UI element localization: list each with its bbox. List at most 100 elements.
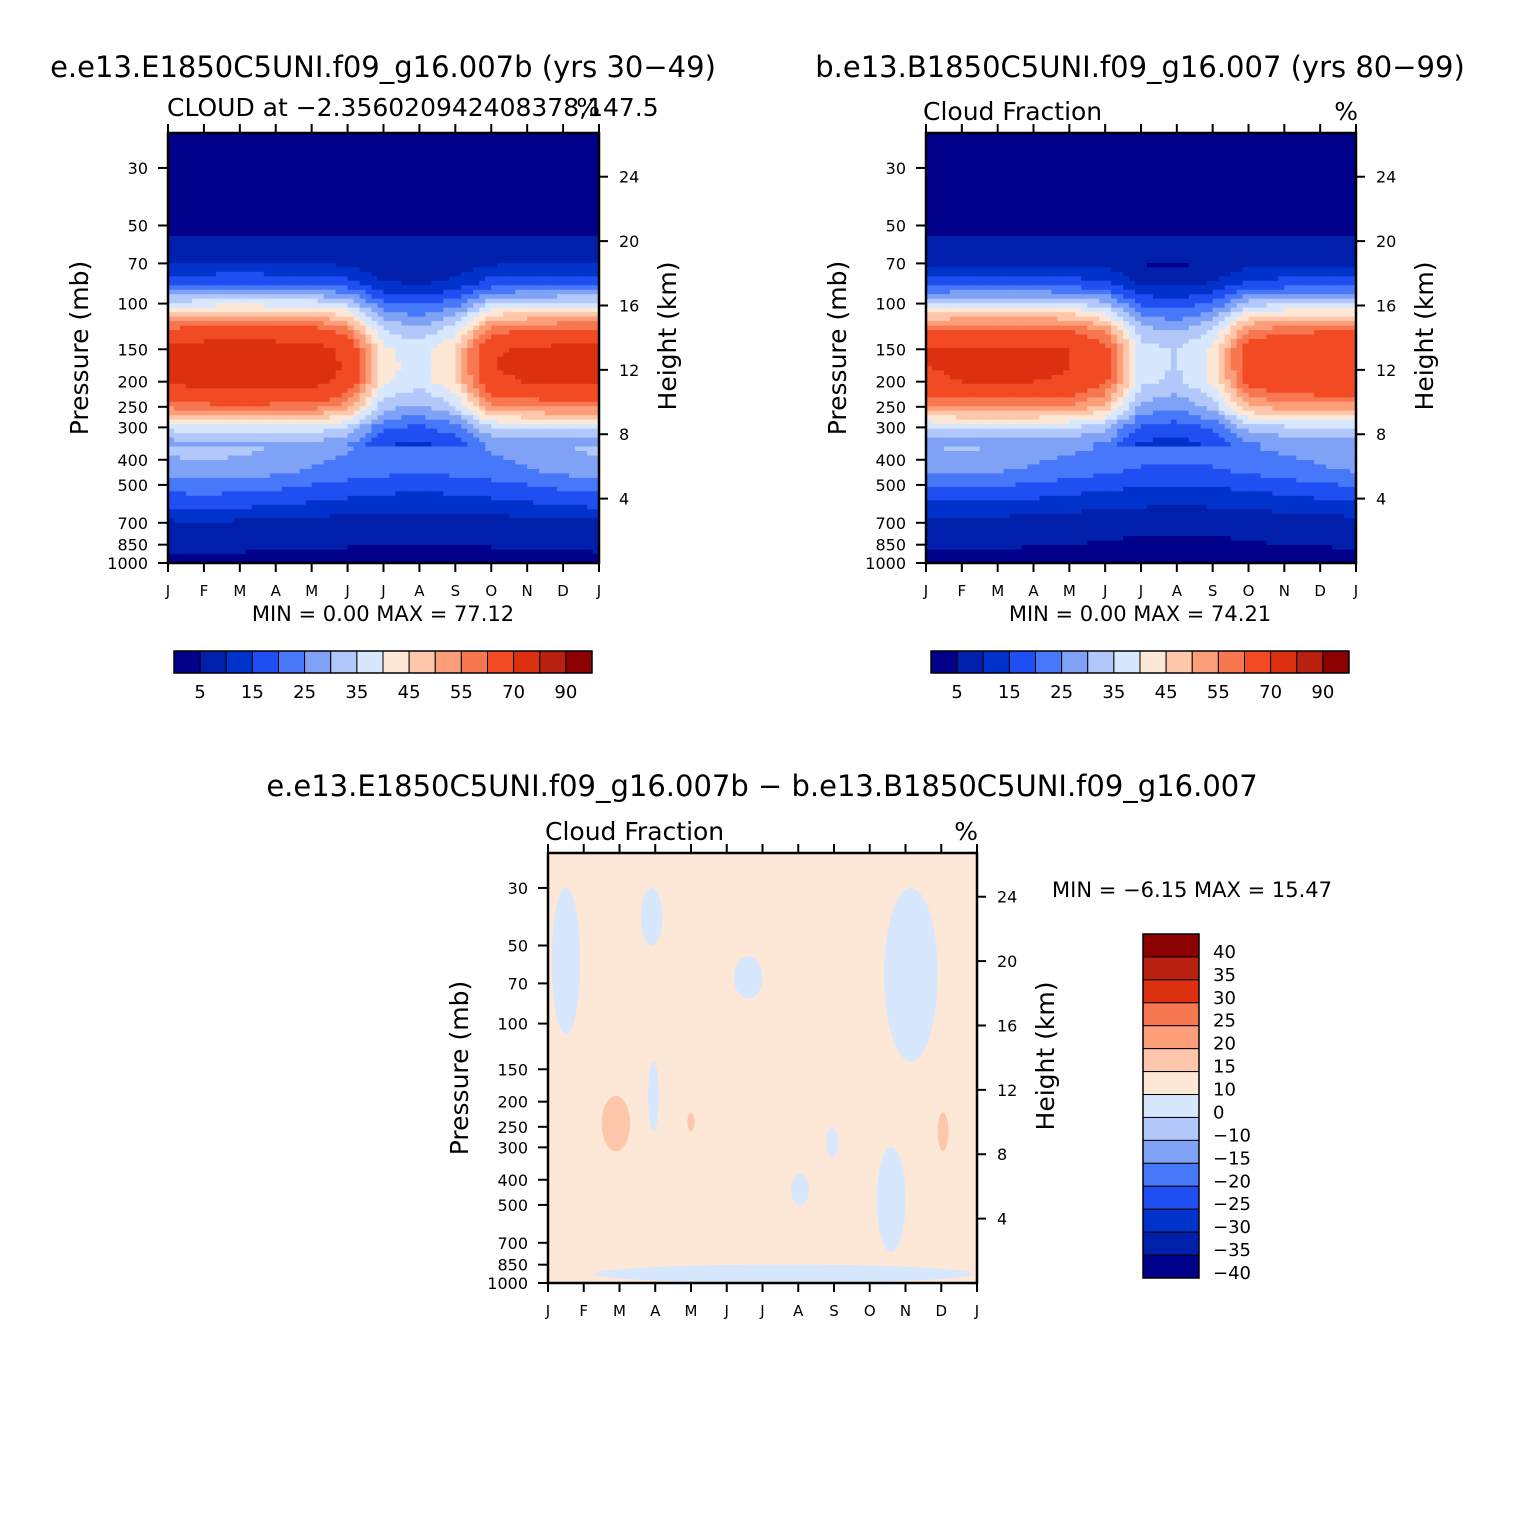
panel1-cell	[395, 182, 403, 188]
panel1-cell	[365, 236, 373, 242]
panel1-cell	[527, 271, 534, 277]
panel1-cell	[413, 159, 421, 165]
panel1-cell	[168, 356, 175, 363]
panel1-cell	[233, 374, 241, 380]
panel1-cell	[569, 410, 576, 416]
panel1-cell	[317, 267, 325, 273]
panel1-cell	[575, 312, 582, 318]
panel1-cell	[581, 392, 588, 398]
panel1-cell	[215, 339, 223, 345]
panel1-cell	[317, 325, 325, 331]
panel1-cell	[563, 401, 570, 407]
panel1-cell	[593, 231, 600, 237]
panel1-cell	[185, 240, 193, 246]
panel1-cell	[443, 159, 450, 165]
panel1-cell	[437, 276, 444, 282]
panel1-cell	[587, 325, 594, 331]
panel1-cell	[569, 312, 576, 318]
panel1-cell	[329, 294, 337, 300]
panel1-cell	[593, 406, 600, 412]
panel1-cell	[563, 262, 570, 268]
panel1-cell	[215, 361, 223, 367]
panel1-cell	[239, 155, 247, 161]
panel1-cell	[263, 244, 271, 251]
panel1-cell	[168, 433, 175, 439]
panel1-cell	[275, 218, 283, 224]
panel1-cell	[569, 374, 576, 380]
panel1-cell	[185, 218, 193, 224]
panel1-cell	[473, 222, 480, 228]
panel1-cell	[239, 253, 247, 260]
panel1-cell	[263, 209, 271, 215]
panel1-cell	[179, 298, 187, 304]
panel1-cell	[419, 159, 427, 165]
panel1-cell	[551, 236, 558, 242]
panel1-cell	[377, 428, 385, 434]
panel1-cell	[593, 285, 600, 291]
panel1-cell	[437, 285, 444, 291]
panel1-cell	[335, 227, 343, 233]
panel1-cell	[479, 321, 486, 327]
panel1-cell	[539, 401, 546, 407]
panel1-cell	[539, 424, 546, 430]
panel1-cell	[401, 173, 409, 179]
panel1-cell	[467, 289, 474, 295]
panel1-cell	[581, 236, 588, 242]
panel1-cell	[227, 164, 235, 170]
panel1-cell	[293, 200, 301, 206]
panel1-cell	[215, 150, 223, 156]
panel1-cell	[251, 321, 259, 327]
panel1-cell	[437, 374, 444, 380]
panel1-cell	[377, 321, 385, 327]
panel1-cell	[191, 370, 199, 376]
panel1-cell	[168, 321, 175, 327]
panel1-cell	[179, 267, 187, 273]
panel1-cell	[563, 379, 570, 385]
panel1-cell	[491, 374, 498, 380]
panel1-cell	[389, 258, 397, 264]
panel1-cell	[575, 356, 582, 363]
panel1-cell	[341, 316, 349, 322]
panel1-cell	[335, 410, 343, 416]
panel1-cell	[227, 365, 235, 371]
panel1-cell	[407, 164, 415, 170]
panel1-cell	[335, 392, 343, 398]
panel1-cell	[491, 195, 498, 201]
panel1-cell	[191, 303, 199, 309]
panel1-cell	[503, 276, 510, 282]
panel1-cell	[311, 155, 319, 161]
panel1-cell	[233, 316, 241, 322]
panel1-cell	[185, 397, 193, 403]
panel1-cell	[233, 437, 241, 443]
panel1-cell	[239, 339, 247, 345]
panel1-cell	[503, 262, 510, 268]
panel1-cell	[383, 307, 391, 313]
panel1-cell	[191, 204, 199, 210]
panel1-cell	[533, 137, 540, 143]
panel1-cell	[581, 222, 588, 228]
panel1-cell	[215, 419, 223, 425]
panel1-cell	[395, 262, 403, 268]
panel1-cell	[227, 356, 235, 363]
panel1-cell	[419, 182, 427, 188]
panel1-cell	[287, 343, 295, 349]
panel1-cell	[245, 392, 253, 398]
panel1-cell	[539, 334, 546, 340]
panel1-cell	[473, 262, 480, 268]
panel1-cell	[221, 348, 229, 354]
panel1-cell	[335, 330, 343, 336]
panel1-cell	[473, 330, 480, 336]
panel1-cell	[395, 428, 403, 434]
panel1-cell	[527, 361, 534, 367]
panel1-cell	[281, 392, 289, 398]
panel1-cell	[197, 397, 205, 403]
panel1-cell	[179, 365, 187, 371]
panel1-cell	[461, 370, 468, 376]
panel1-cell	[497, 227, 504, 233]
panel1-cell	[245, 289, 253, 295]
panel1-cell	[431, 303, 438, 309]
panel1-cell	[347, 379, 355, 385]
panel1-cell	[335, 182, 343, 188]
panel1-cell	[395, 419, 403, 425]
panel1-cell	[509, 271, 516, 277]
